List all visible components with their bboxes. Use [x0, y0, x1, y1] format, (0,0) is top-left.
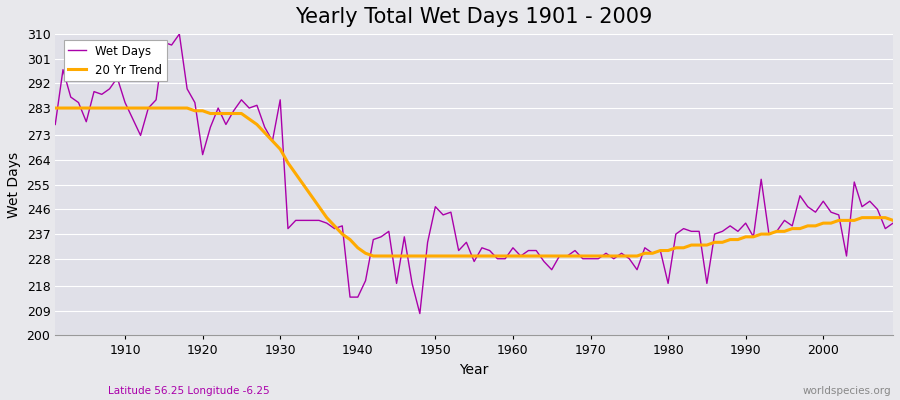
Text: Latitude 56.25 Longitude -6.25: Latitude 56.25 Longitude -6.25 [108, 386, 270, 396]
20 Yr Trend [608, 254, 619, 258]
20 Yr Trend [368, 254, 379, 258]
20 Yr Trend [508, 254, 518, 258]
Line: Wet Days: Wet Days [55, 34, 893, 314]
Wet Days [523, 248, 534, 253]
20 Yr Trend [50, 106, 60, 110]
Wet Days [516, 254, 526, 258]
Text: worldspecies.org: worldspecies.org [803, 386, 891, 396]
X-axis label: Year: Year [460, 363, 489, 377]
Wet Days [414, 311, 425, 316]
Wet Days [50, 122, 60, 127]
Wet Days [887, 221, 898, 226]
20 Yr Trend [516, 254, 526, 258]
20 Yr Trend [329, 224, 340, 228]
Y-axis label: Wet Days: Wet Days [7, 152, 21, 218]
Wet Days [174, 32, 184, 36]
Legend: Wet Days, 20 Yr Trend: Wet Days, 20 Yr Trend [64, 40, 167, 82]
Line: 20 Yr Trend: 20 Yr Trend [55, 108, 893, 256]
Wet Days [112, 76, 122, 80]
20 Yr Trend [887, 218, 898, 223]
20 Yr Trend [112, 106, 122, 110]
20 Yr Trend [283, 160, 293, 165]
Wet Days [291, 218, 302, 223]
Title: Yearly Total Wet Days 1901 - 2009: Yearly Total Wet Days 1901 - 2009 [295, 7, 652, 27]
Wet Days [337, 224, 347, 228]
Wet Days [616, 251, 627, 256]
